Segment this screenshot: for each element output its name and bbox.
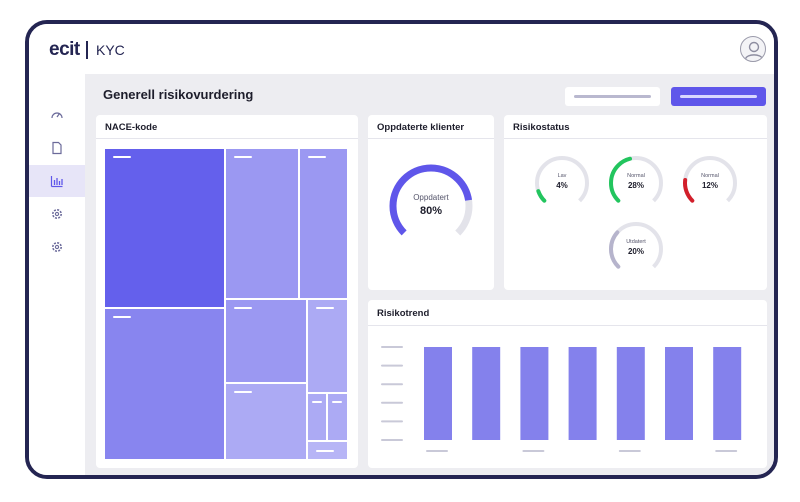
y-tick-label (381, 401, 403, 404)
sidebar-item-reports[interactable] (29, 165, 85, 197)
updated-clients-value: 80% (419, 205, 443, 217)
logo-divider (86, 41, 88, 59)
gauge-ring (609, 156, 663, 210)
risk-gauge: Lav 4% (534, 155, 590, 211)
app-window: ecit KYC (25, 20, 778, 479)
x-tick-label (715, 450, 738, 452)
treemap-cell[interactable] (307, 299, 348, 393)
sidebar-item-admin-settings[interactable] (29, 231, 85, 263)
y-tick-label (381, 383, 403, 386)
updated-clients-card: Oppdaterte klienter Oppdatert 80% (368, 115, 494, 290)
y-tick-label (381, 346, 403, 348)
gauge-ring (389, 164, 473, 248)
trend-bar[interactable] (568, 347, 597, 440)
primary-action-button[interactable] (671, 87, 766, 106)
risk-gauge: Utdatert 20% (608, 221, 664, 277)
y-tick-label (381, 364, 403, 367)
settings-gear-icon (52, 209, 62, 219)
settings-gear-icon (52, 242, 62, 252)
bar-chart-icon (50, 176, 63, 188)
ecit-logo: ecit (49, 39, 80, 60)
treemap-cell[interactable] (225, 383, 307, 460)
gauge-ring (683, 156, 737, 210)
treemap-cell[interactable] (327, 393, 348, 441)
trend-bar[interactable] (616, 347, 645, 440)
y-tick-label (381, 420, 403, 423)
gauge-ring (535, 156, 589, 210)
y-tick-label (381, 439, 403, 441)
dashboard-gauge-icon (51, 112, 63, 119)
risk-gauge-label: Lav (557, 173, 567, 179)
risk-gauge-value: 28% (627, 181, 644, 190)
risk-gauge: Normal 28% (608, 155, 664, 211)
updated-clients-title: Oppdaterte klienter (368, 115, 494, 139)
risk-trend-title: Risikotrend (368, 300, 767, 326)
user-avatar-icon[interactable] (740, 36, 766, 62)
app-name: KYC (96, 42, 125, 58)
sidebar-item-documents[interactable] (29, 132, 85, 164)
main-content: Generell risikovurdering NACE-kode Oppda… (85, 74, 774, 475)
risk-gauge: Normal 12% (682, 155, 738, 211)
risk-trend-chart (381, 346, 742, 452)
secondary-action-button[interactable] (565, 87, 660, 106)
placeholder-label (574, 95, 651, 98)
treemap-cell[interactable] (225, 299, 307, 383)
updated-clients-label: Oppdatert (413, 193, 449, 202)
treemap-cell[interactable] (225, 148, 299, 299)
trend-bar[interactable] (424, 347, 452, 440)
nace-treemap (104, 148, 348, 460)
trend-bar[interactable] (472, 347, 501, 440)
document-icon (52, 141, 62, 155)
risk-gauge-value: 20% (627, 247, 644, 256)
updated-clients-gauge: Oppdatert 80% (388, 163, 474, 249)
treemap-cell[interactable] (307, 393, 327, 441)
treemap-cell[interactable] (104, 308, 225, 460)
trend-bar[interactable] (665, 347, 693, 440)
risk-status-title: Risikostatus (504, 115, 767, 139)
page-title: Generell risikovurdering (103, 87, 254, 102)
nace-card: NACE-kode (96, 115, 358, 468)
x-tick-label (426, 450, 448, 452)
risk-gauge-label: Normal (627, 173, 645, 179)
placeholder-label (680, 95, 757, 98)
treemap-cell[interactable] (307, 441, 348, 460)
risk-status-card: Risikostatus Lav 4% Normal 28% Normal 12% Utda… (504, 115, 767, 290)
sidebar (29, 74, 85, 475)
x-tick-label (618, 450, 641, 452)
nace-title: NACE-kode (96, 115, 358, 139)
top-bar: ecit KYC (29, 24, 774, 74)
sidebar-item-dashboard[interactable] (29, 99, 85, 131)
risk-gauge-label: Normal (701, 173, 719, 179)
gauge-ring (609, 222, 663, 276)
risk-gauge-value: 4% (556, 181, 568, 190)
treemap-cell[interactable] (104, 148, 225, 308)
trend-bar[interactable] (520, 347, 549, 440)
x-tick-label (522, 450, 545, 452)
risk-trend-card: Risikotrend (368, 300, 767, 468)
trend-bar[interactable] (713, 347, 742, 440)
risk-gauge-value: 12% (701, 181, 718, 190)
treemap-cell[interactable] (299, 148, 348, 299)
risk-gauge-label: Utdatert (626, 239, 646, 245)
sidebar-item-settings[interactable] (29, 198, 85, 230)
